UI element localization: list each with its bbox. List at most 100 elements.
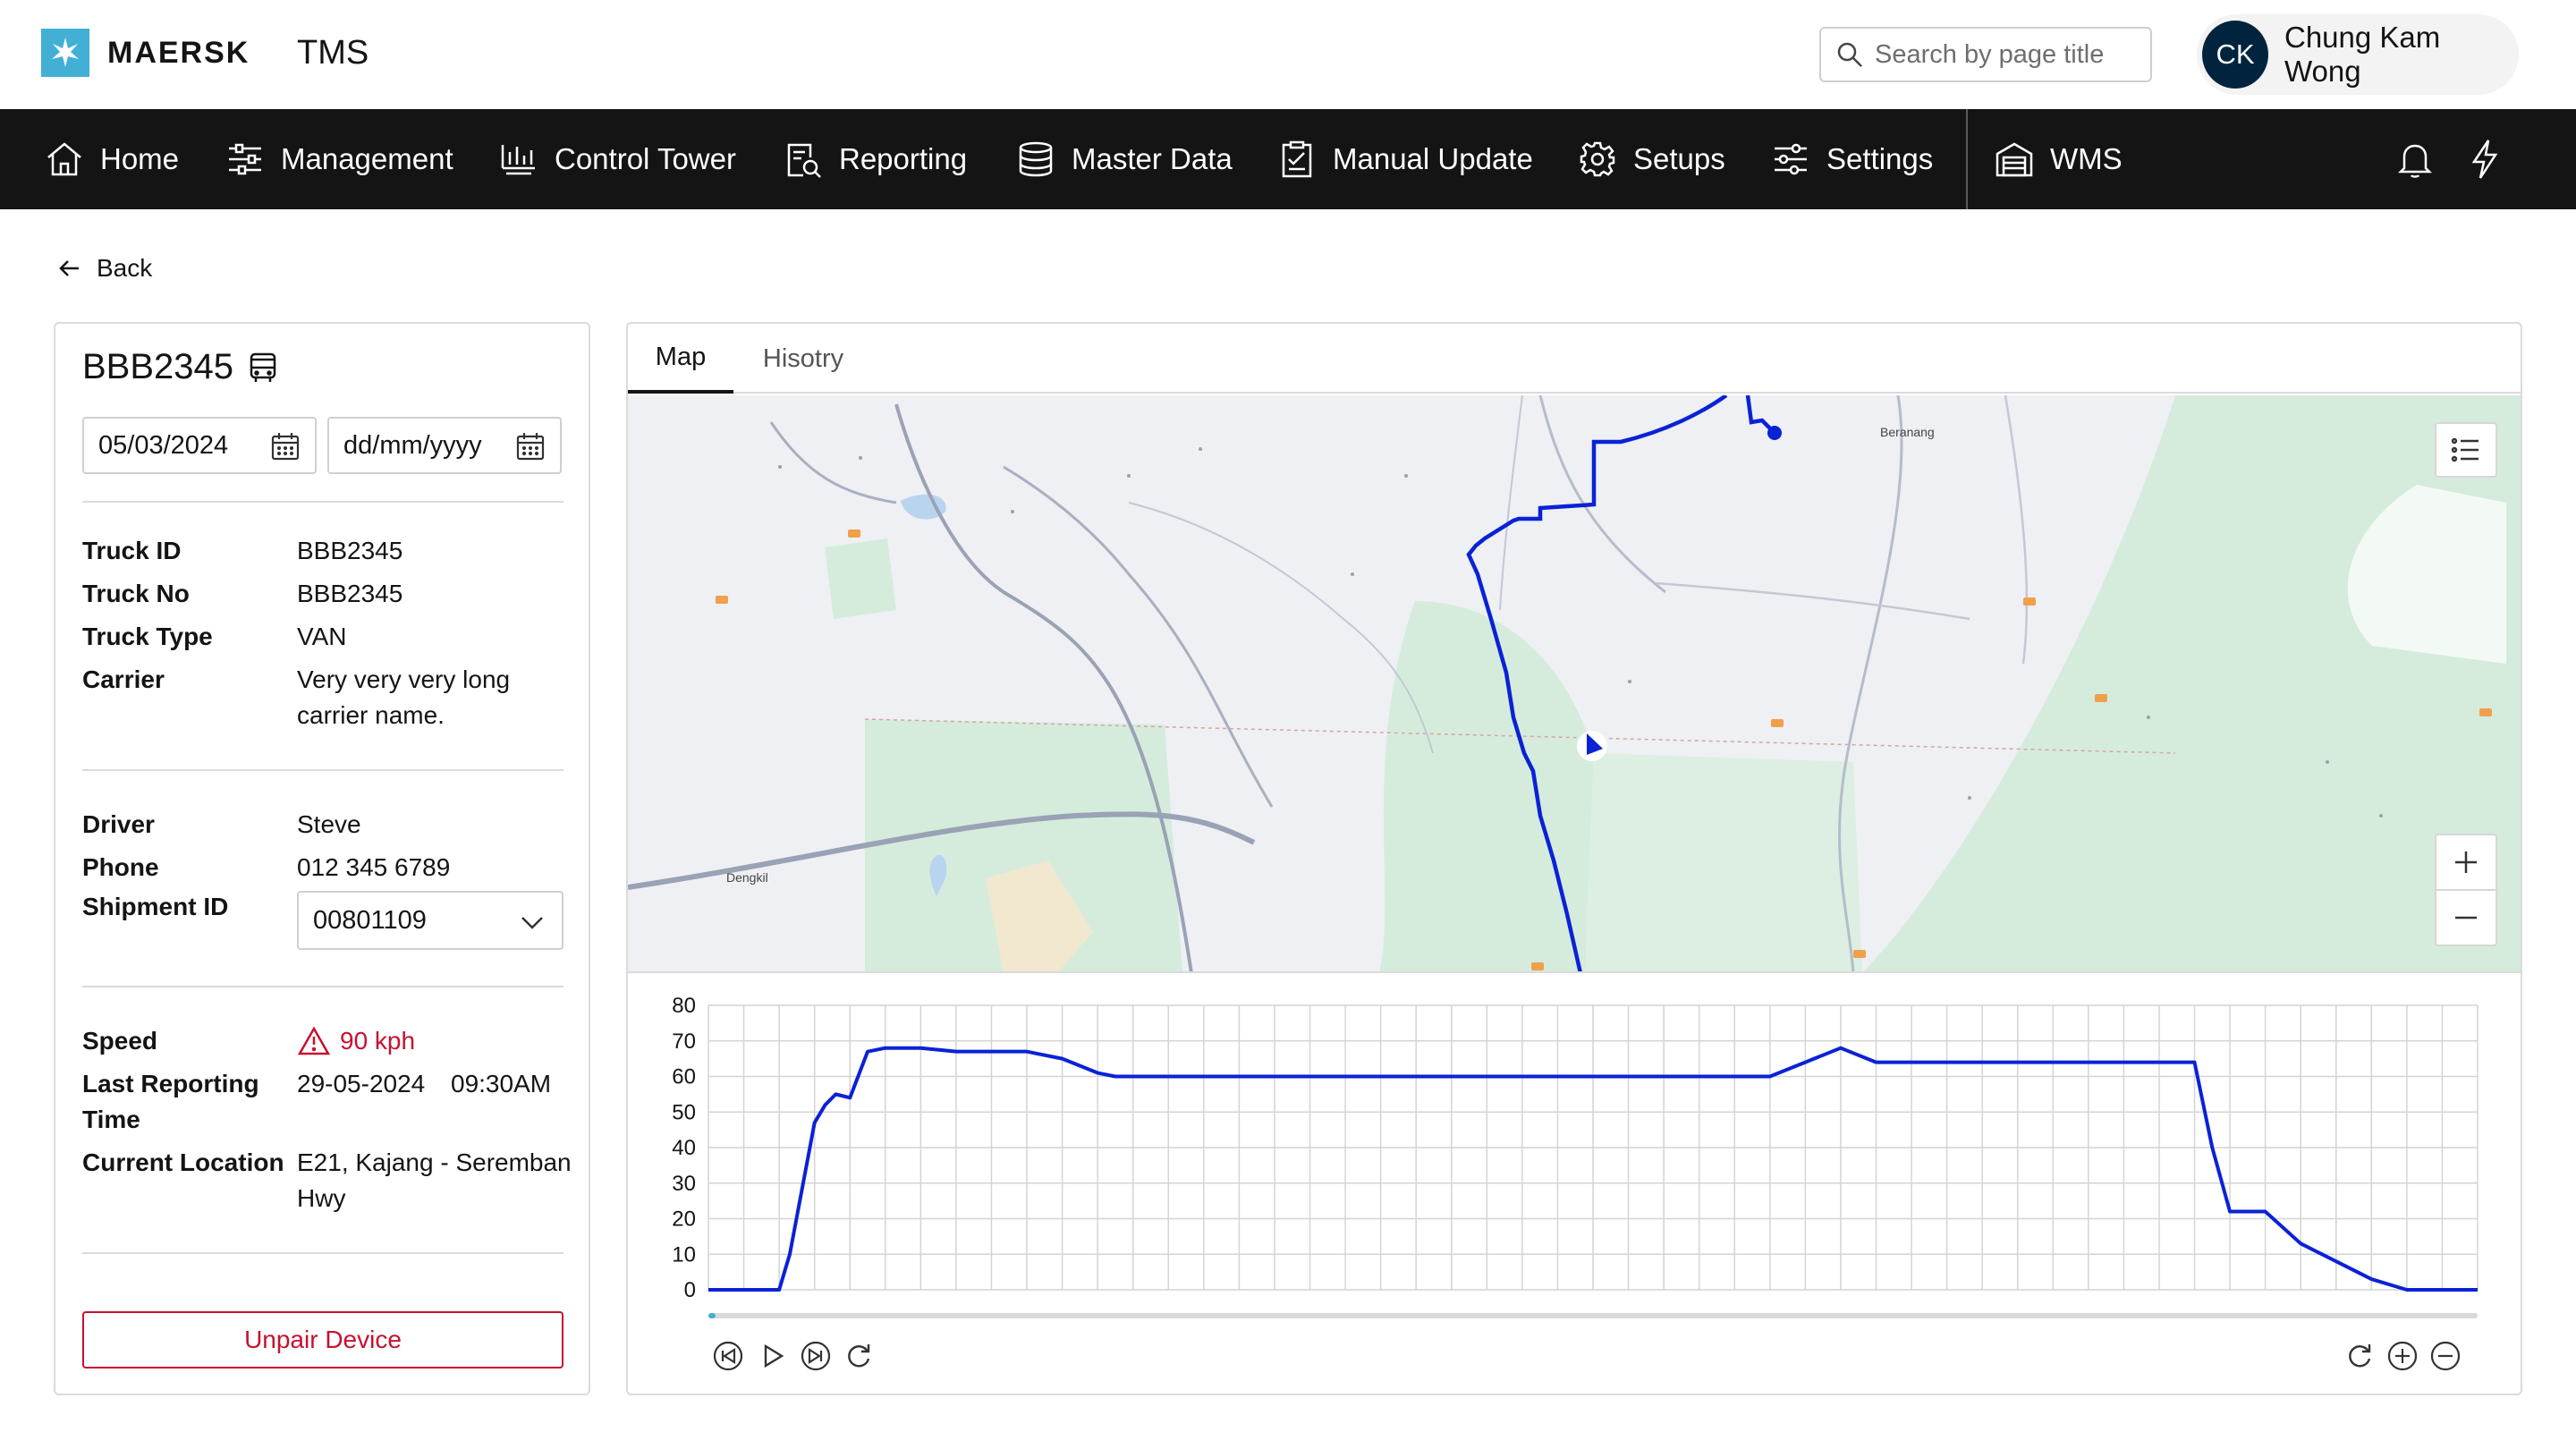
speed-chart-svg[interactable]: 80 70 60 50 40 30 20 10 0 bbox=[628, 977, 2521, 1335]
user-menu[interactable]: CK Chung Kam Wong bbox=[2197, 14, 2519, 95]
nav-item-settings[interactable]: Settings bbox=[1771, 109, 1933, 209]
chart-zoom-in-button[interactable] bbox=[2385, 1338, 2420, 1374]
quick-actions-button[interactable] bbox=[2467, 109, 2503, 209]
shipment-id-label: Shipment ID bbox=[82, 893, 229, 920]
truck-type-value: VAN bbox=[297, 623, 347, 650]
play-button[interactable] bbox=[755, 1338, 791, 1374]
map-view[interactable]: Beranang Dengkil bbox=[628, 395, 2521, 973]
divider bbox=[82, 501, 564, 503]
phone-value: 012 345 6789 bbox=[297, 853, 451, 881]
search-box[interactable] bbox=[1819, 27, 2152, 82]
nav-label: Control Tower bbox=[555, 142, 736, 175]
warehouse-icon bbox=[1996, 142, 2033, 177]
app-name: TMS bbox=[297, 34, 369, 72]
nav-item-wms[interactable]: WMS bbox=[1995, 109, 2123, 209]
brand-name: MAERSK bbox=[107, 36, 250, 70]
notifications-button[interactable] bbox=[2397, 109, 2433, 209]
zoom-out-button[interactable] bbox=[2435, 889, 2497, 946]
back-link[interactable]: Back bbox=[57, 254, 152, 283]
nav-item-master-data[interactable]: Master Data bbox=[1016, 109, 1233, 209]
nav-item-control-tower[interactable]: Control Tower bbox=[499, 109, 736, 209]
speed-value: 90 kph bbox=[297, 1023, 415, 1059]
settings-sliders-icon bbox=[1775, 143, 1807, 175]
speed-label: Speed bbox=[82, 1027, 158, 1055]
main-nav: Home Management Control Tower Reporting … bbox=[0, 109, 2576, 209]
carrier-value-line1: Very very very long bbox=[297, 665, 511, 693]
last-reporting-date: 29-05-2024 bbox=[297, 1070, 426, 1097]
nav-label: Master Data bbox=[1072, 142, 1233, 175]
start-date-value: 05/03/2024 bbox=[98, 430, 229, 460]
nav-label: WMS bbox=[2050, 142, 2123, 175]
current-location-line1: E21, Kajang - Seremban bbox=[297, 1148, 572, 1176]
nav-label: Home bbox=[100, 142, 180, 175]
minus-icon bbox=[2455, 916, 2477, 919]
carrier-label: Carrier bbox=[82, 665, 165, 693]
skip-back-button[interactable] bbox=[710, 1338, 746, 1374]
tab-bar: Map Hisotry bbox=[628, 324, 2521, 394]
home-icon bbox=[47, 142, 81, 176]
bus-icon bbox=[250, 352, 276, 382]
maersk-star-logo[interactable] bbox=[41, 29, 89, 77]
nav-label: Settings bbox=[1826, 142, 1934, 175]
tab-map[interactable]: Map bbox=[628, 324, 733, 394]
plus-icon bbox=[2455, 852, 2477, 873]
search-input[interactable] bbox=[1875, 39, 2143, 70]
skip-forward-button[interactable] bbox=[798, 1338, 834, 1374]
start-date-field[interactable]: 05/03/2024 bbox=[82, 417, 317, 474]
gear-icon bbox=[1580, 141, 1615, 177]
calendar-icon[interactable] bbox=[515, 431, 546, 462]
nav-item-home[interactable]: Home bbox=[45, 109, 179, 209]
play-icon bbox=[764, 1343, 784, 1368]
map-layers-button[interactable] bbox=[2435, 422, 2497, 478]
timeline-track bbox=[708, 1313, 2478, 1318]
nav-label: Manual Update bbox=[1333, 142, 1533, 175]
divider bbox=[82, 1252, 564, 1254]
speed-text: 90 kph bbox=[340, 1027, 416, 1055]
chevron-down-icon bbox=[521, 917, 543, 929]
driver-value: Steve bbox=[297, 810, 361, 838]
last-reporting-time: 09:30AM bbox=[451, 1070, 552, 1097]
calendar-icon[interactable] bbox=[270, 431, 301, 462]
reset-zoom-button[interactable] bbox=[2342, 1338, 2377, 1374]
truck-id-label: Truck ID bbox=[82, 537, 182, 564]
nav-item-management[interactable]: Management bbox=[225, 109, 453, 209]
replay-button[interactable] bbox=[841, 1338, 877, 1374]
end-date-placeholder: dd/mm/yyyy bbox=[343, 430, 482, 460]
app-header: MAERSK TMS CK Chung Kam Wong bbox=[0, 0, 2576, 109]
report-icon bbox=[787, 143, 821, 178]
plus-circle-icon bbox=[2387, 1341, 2418, 1371]
y-tick-label: 40 bbox=[672, 1136, 696, 1160]
skip-back-icon bbox=[713, 1341, 743, 1371]
nav-item-manual-update[interactable]: Manual Update bbox=[1277, 109, 1533, 209]
nav-item-reporting[interactable]: Reporting bbox=[784, 109, 967, 209]
tab-history[interactable]: Hisotry bbox=[762, 343, 844, 373]
truck-details-panel: BBB2345 05/03/2024 dd/mm/yyyy Truck ID B… bbox=[54, 322, 590, 1395]
truck-id-value: BBB2345 bbox=[297, 537, 403, 564]
unpair-device-button[interactable]: Unpair Device bbox=[82, 1311, 564, 1368]
truck-no-label: Truck No bbox=[82, 580, 190, 607]
sliders-icon bbox=[229, 143, 261, 175]
nav-label: Reporting bbox=[839, 142, 968, 175]
warning-icon bbox=[297, 1026, 331, 1055]
last-reporting-label-line1: Last Reporting bbox=[82, 1070, 259, 1097]
end-date-field[interactable]: dd/mm/yyyy bbox=[327, 417, 562, 474]
clipboard-icon bbox=[1282, 140, 1312, 178]
zoom-in-button[interactable] bbox=[2435, 834, 2497, 891]
map-canvas[interactable]: Beranang Dengkil bbox=[628, 395, 2521, 973]
back-label: Back bbox=[97, 254, 153, 282]
carrier-value-line2: carrier name. bbox=[297, 701, 445, 729]
y-tick-label: 20 bbox=[672, 1208, 696, 1232]
divider bbox=[82, 769, 564, 771]
chart-zoom-out-button[interactable] bbox=[2428, 1338, 2463, 1374]
minus-circle-icon bbox=[2430, 1341, 2461, 1371]
shipment-id-select[interactable]: 00801109 bbox=[297, 891, 564, 950]
nav-item-setups[interactable]: Setups bbox=[1578, 109, 1725, 209]
nav-label: Management bbox=[281, 142, 453, 175]
arrow-left-icon bbox=[59, 260, 79, 276]
database-icon bbox=[1019, 141, 1053, 177]
y-tick-label: 60 bbox=[672, 1065, 696, 1089]
y-tick-label: 0 bbox=[684, 1278, 696, 1302]
rotate-icon bbox=[2349, 1344, 2371, 1368]
nav-label: Setups bbox=[1633, 142, 1725, 175]
skip-forward-icon bbox=[801, 1341, 831, 1371]
